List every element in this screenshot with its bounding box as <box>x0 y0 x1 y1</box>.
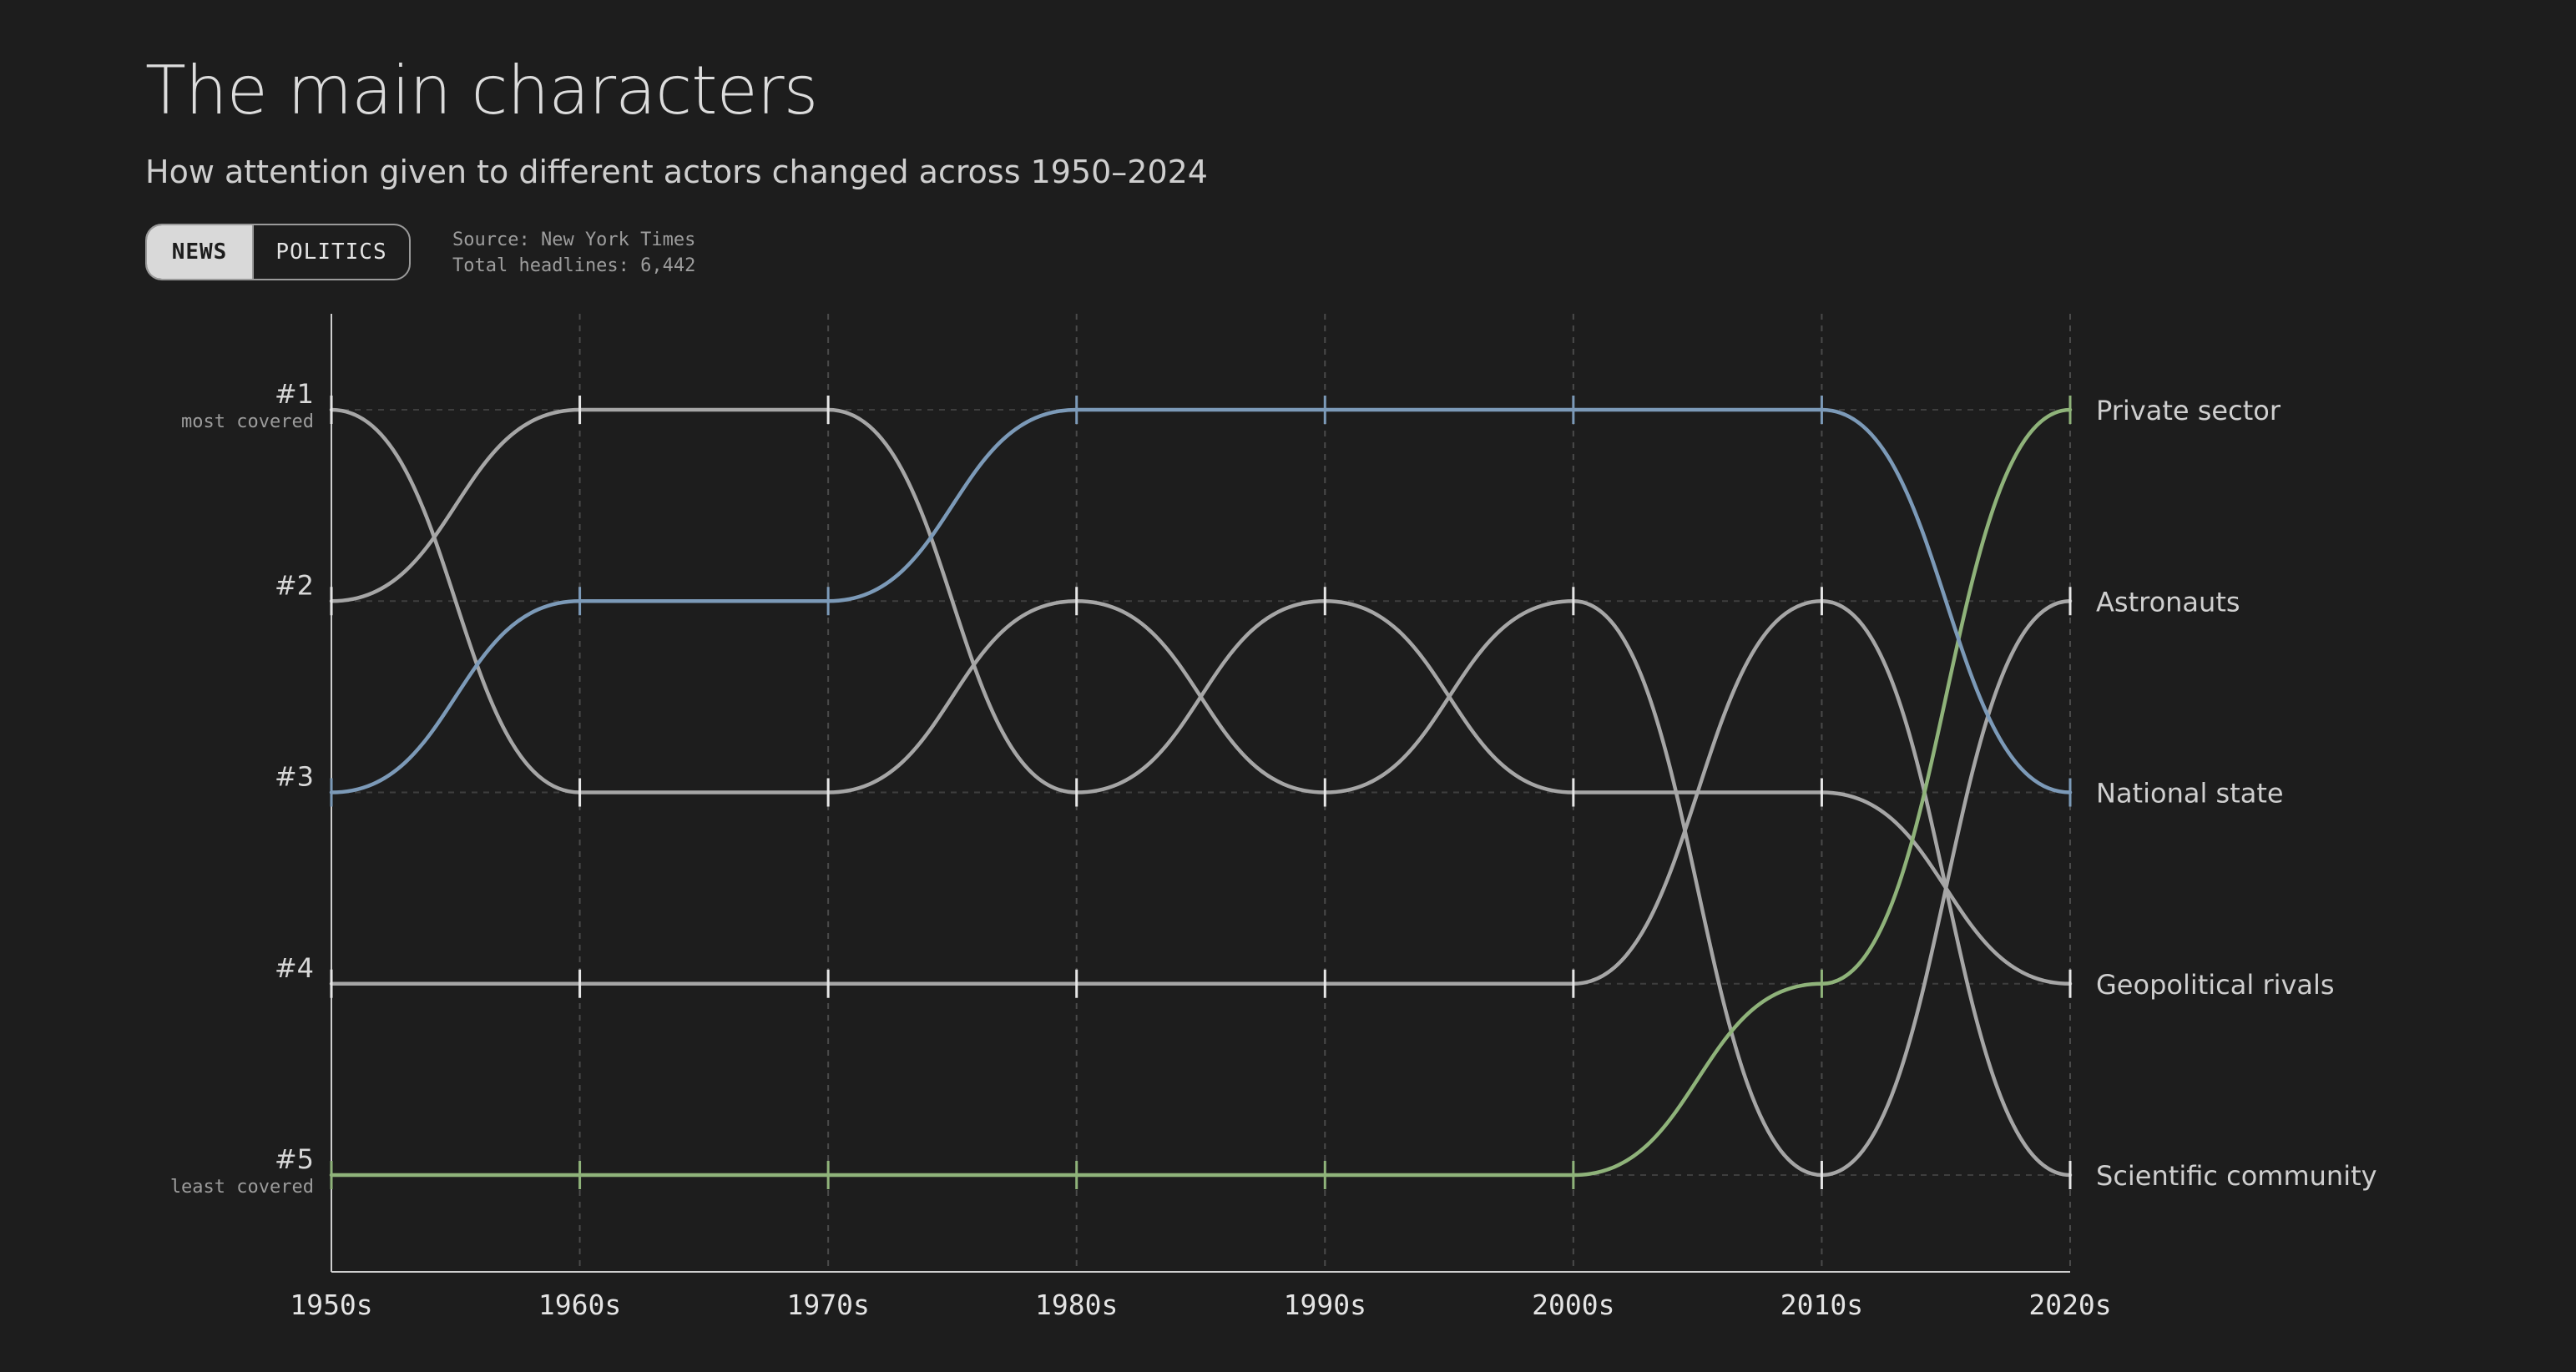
series-line-astronauts <box>329 407 2073 1178</box>
toggle-news-button[interactable]: NEWS <box>147 225 252 279</box>
total-headlines-note: Total headlines: 6,442 <box>452 255 696 276</box>
chart-title: The main characters <box>145 52 818 129</box>
x-tick-label-2000s: 2000s <box>1532 1289 1614 1321</box>
x-tick-label-1990s: 1990s <box>1284 1289 1366 1321</box>
x-tick-label-2020s: 2020s <box>2028 1289 2111 1321</box>
x-tick-label-1970s: 1970s <box>786 1289 869 1321</box>
y-tick-label-rank-3: #3 <box>275 761 314 793</box>
y-tick-label-rank-5: #5 <box>275 1143 314 1175</box>
y-tick-sublabel-rank-1: most covered <box>181 411 314 432</box>
chart-subtitle: How attention given to different actors … <box>145 154 1208 190</box>
x-tick-label-1960s: 1960s <box>538 1289 621 1321</box>
series-label-national-state: National state <box>2096 778 2284 810</box>
y-tick-sublabel-rank-5: least covered <box>170 1177 314 1198</box>
series-line-national-state <box>329 407 2073 794</box>
chart-meta: Source: New York Times Total headlines: … <box>452 227 695 279</box>
series-label-geopolitical-rivals: Geopolitical rivals <box>2096 969 2335 1001</box>
dataset-toggle: NEWS POLITICS <box>145 224 411 280</box>
y-tick-label-rank-1: #1 <box>275 378 314 410</box>
x-tick-label-2010s: 2010s <box>1780 1289 1863 1321</box>
series-line-geopolitical-rivals <box>329 407 2073 986</box>
y-tick-label-rank-2: #2 <box>275 569 314 601</box>
series-line-scientific-community <box>329 599 2073 1178</box>
series-label-astronauts: Astronauts <box>2096 586 2240 618</box>
x-tick-label-1950s: 1950s <box>290 1289 372 1321</box>
y-tick-label-rank-4: #4 <box>275 952 314 984</box>
series-label-private-sector: Private sector <box>2096 395 2281 426</box>
source-note: Source: New York Times <box>452 230 696 250</box>
x-tick-label-1980s: 1980s <box>1035 1289 1118 1321</box>
series-label-scientific-community: Scientific community <box>2096 1160 2377 1192</box>
toggle-politics-button[interactable]: POLITICS <box>252 225 409 279</box>
